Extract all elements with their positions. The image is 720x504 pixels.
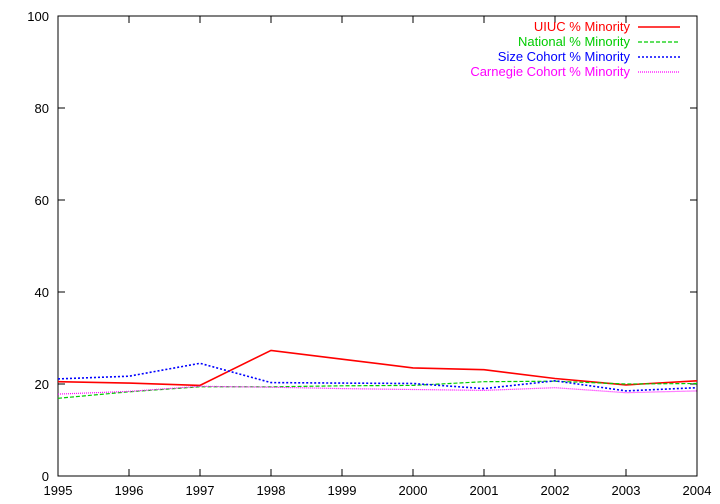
axis-ticks: 1995 1996 1997 1998 1999 2000 2001 2002 2003 2004…: [27, 9, 711, 498]
series-line-3: [57, 362, 698, 392]
plot-frame: [57, 15, 698, 477]
x-tick-label: 2001: [470, 483, 499, 498]
series-line-2: [57, 380, 698, 399]
x-tick-label: 2004: [683, 483, 712, 498]
x-tick-label: 1996: [115, 483, 144, 498]
x-tick-label: 2002: [541, 483, 570, 498]
x-tick-label: 1995: [44, 483, 73, 498]
series-lines: [57, 349, 698, 399]
x-tick-label: 2003: [612, 483, 641, 498]
y-tick-label: 0: [42, 469, 49, 484]
x-tick-label: 2000: [399, 483, 428, 498]
x-tick-label: 1999: [328, 483, 357, 498]
legend-label: Size Cohort % Minority: [498, 49, 631, 64]
x-tick-label: 1998: [257, 483, 286, 498]
legend-label: National % Minority: [518, 34, 630, 49]
series-line-4: [57, 385, 698, 395]
legend-label: Carnegie Cohort % Minority: [470, 64, 630, 79]
y-tick-label: 100: [27, 9, 49, 24]
legend-label: UIUC % Minority: [534, 19, 631, 34]
x-tick-label: 1997: [186, 483, 215, 498]
y-tick-label: 80: [35, 101, 49, 116]
y-tick-label: 60: [35, 193, 49, 208]
y-tick-label: 40: [35, 285, 49, 300]
y-tick-label: 20: [35, 377, 49, 392]
series-line-1: [57, 349, 698, 387]
